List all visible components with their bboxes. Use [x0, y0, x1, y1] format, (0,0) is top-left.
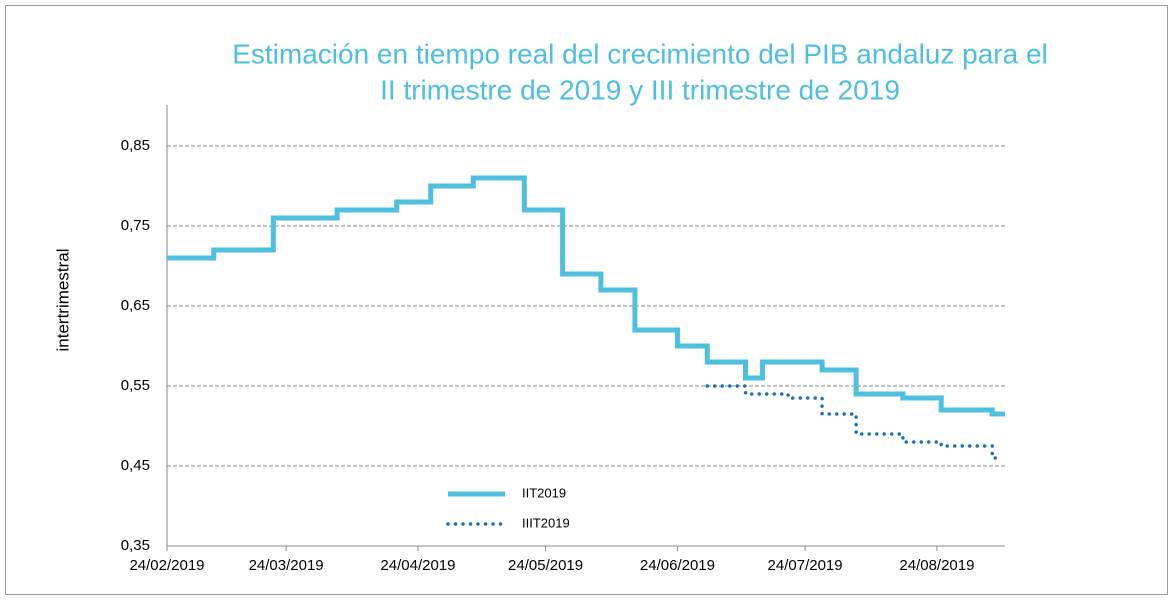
- y-tick-label: 0,55: [121, 377, 150, 394]
- line-series: [705, 384, 1003, 460]
- chart-title: II trimestre de 2019 y III trimestre de …: [380, 74, 900, 105]
- legend-label: IIIT2019: [522, 515, 570, 530]
- x-tick-label: 24/07/2019: [768, 557, 843, 574]
- x-tick-label: 24/05/2019: [508, 557, 583, 574]
- x-tick-label: 24/03/2019: [249, 557, 324, 574]
- y-tick-label: 0,35: [121, 537, 150, 554]
- y-tick-label: 0,45: [121, 457, 150, 474]
- y-axis-label: intertrimestral: [53, 249, 72, 352]
- y-tick-label: 0,85: [121, 137, 150, 154]
- x-tick-label: 24/04/2019: [380, 557, 455, 574]
- chart-frame: [5, 5, 1168, 595]
- chart-title: Estimación en tiempo real del crecimient…: [232, 38, 1048, 69]
- line-series: [167, 175, 1005, 417]
- legend-label: IIT2019: [522, 485, 566, 500]
- x-tick-label: 24/08/2019: [899, 557, 974, 574]
- x-tick-label: 24/06/2019: [640, 557, 715, 574]
- y-tick-label: 0,75: [121, 217, 150, 234]
- y-tick-label: 0,65: [121, 297, 150, 314]
- x-tick-label: 24/02/2019: [129, 557, 204, 574]
